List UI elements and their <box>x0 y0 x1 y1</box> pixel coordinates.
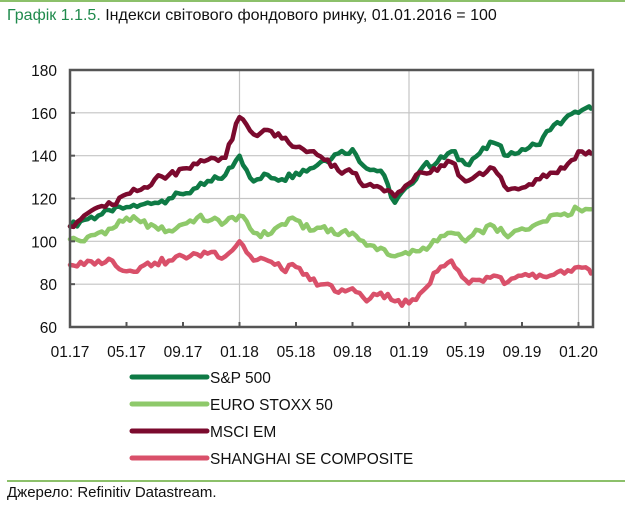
y-tick-label: 140 <box>31 149 57 166</box>
y-tick-label: 100 <box>31 234 57 251</box>
source-note: Джерело: Refinitiv Datastream. <box>7 484 217 501</box>
legend-label: S&P 500 <box>210 370 271 387</box>
chart-title-text: Індекси світового фондового ринку, 01.01… <box>100 7 497 24</box>
x-tick-label: 09.19 <box>503 344 542 361</box>
y-axis: 60 80 100 120 140 160 180 <box>31 63 75 337</box>
y-tick-label: 180 <box>31 63 57 80</box>
x-tick-label: 01.19 <box>390 344 429 361</box>
x-tick-label: 05.19 <box>446 344 485 361</box>
y-tick-label: 80 <box>40 277 58 294</box>
x-tick-label: 09.17 <box>164 344 203 361</box>
x-tick-label: 01.17 <box>51 344 90 361</box>
chart-title: Графік 1.1.5. Індекси світового фондовог… <box>7 7 497 25</box>
series-line-msci-em <box>67 114 594 230</box>
x-axis: 01.17 05.17 09.17 01.18 05.18 09.18 01.19 05.19… <box>51 322 598 361</box>
series-line-shanghai-se-composite <box>67 239 594 308</box>
legend-label: MSCI EM <box>210 424 276 441</box>
legend: S&P 500 EURO STOXX 50 MSCI EM SHANGHAI SE C… <box>129 370 413 468</box>
x-tick-label: 01.20 <box>559 344 598 361</box>
series-line-s-p-500 <box>67 104 594 229</box>
y-tick-label: 120 <box>31 192 57 209</box>
x-tick-label: 05.18 <box>277 344 316 361</box>
y-tick-label: 60 <box>40 320 58 337</box>
series-lines <box>67 104 594 308</box>
bottom-rule <box>7 480 625 482</box>
chart-number: Графік 1.1.5. <box>7 7 101 24</box>
chart: 60 80 100 120 140 160 180 01.17 05.17 09.17 01.18… <box>31 63 598 468</box>
x-tick-label: 05.17 <box>107 344 146 361</box>
top-rule <box>0 0 625 2</box>
y-tick-label: 160 <box>31 106 57 123</box>
x-tick-label: 01.18 <box>220 344 259 361</box>
legend-label: EURO STOXX 50 <box>210 397 333 414</box>
series-line-euro-stoxx-50 <box>67 204 594 259</box>
legend-label: SHANGHAI SE COMPOSITE <box>210 451 413 468</box>
x-tick-label: 09.18 <box>333 344 372 361</box>
